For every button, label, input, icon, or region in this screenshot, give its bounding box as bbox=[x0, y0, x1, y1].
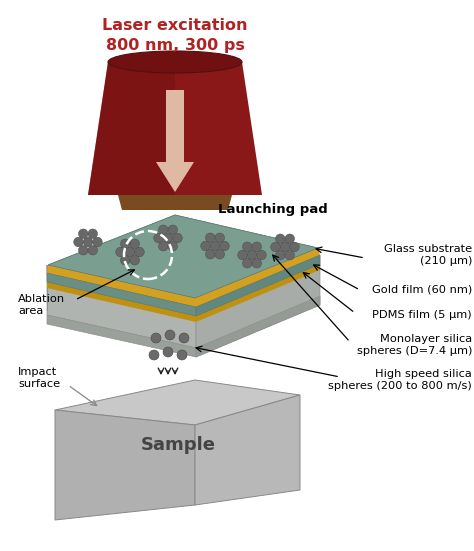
Circle shape bbox=[116, 247, 125, 257]
Polygon shape bbox=[196, 255, 320, 322]
Polygon shape bbox=[196, 255, 320, 316]
Circle shape bbox=[205, 233, 215, 242]
Circle shape bbox=[215, 233, 225, 242]
Circle shape bbox=[135, 247, 144, 257]
Polygon shape bbox=[47, 273, 196, 316]
Circle shape bbox=[242, 258, 252, 268]
Circle shape bbox=[83, 237, 93, 247]
Circle shape bbox=[275, 234, 285, 244]
Polygon shape bbox=[47, 273, 196, 322]
Circle shape bbox=[130, 239, 139, 249]
Circle shape bbox=[151, 333, 161, 343]
Circle shape bbox=[163, 347, 173, 357]
Circle shape bbox=[130, 256, 139, 265]
Polygon shape bbox=[88, 62, 262, 195]
Circle shape bbox=[201, 241, 210, 251]
Circle shape bbox=[275, 250, 285, 260]
Ellipse shape bbox=[108, 51, 242, 73]
Circle shape bbox=[88, 229, 98, 239]
Circle shape bbox=[242, 242, 252, 252]
Text: Gold film (60 nm): Gold film (60 nm) bbox=[372, 285, 472, 295]
Circle shape bbox=[158, 241, 168, 251]
Circle shape bbox=[168, 225, 178, 235]
Circle shape bbox=[168, 241, 178, 251]
Polygon shape bbox=[48, 215, 318, 298]
Circle shape bbox=[177, 350, 187, 360]
Text: High speed silica
spheres (200 to 800 m/s): High speed silica spheres (200 to 800 m/… bbox=[328, 369, 472, 391]
Circle shape bbox=[215, 250, 225, 259]
Circle shape bbox=[120, 256, 130, 265]
Polygon shape bbox=[47, 265, 196, 348]
Circle shape bbox=[280, 242, 290, 252]
Polygon shape bbox=[196, 296, 320, 357]
Text: Ablation
area: Ablation area bbox=[18, 294, 65, 316]
Circle shape bbox=[165, 330, 175, 340]
Circle shape bbox=[205, 250, 215, 259]
Circle shape bbox=[252, 258, 262, 268]
Circle shape bbox=[173, 233, 182, 243]
Text: Monolayer silica
spheres (D=7.4 μm): Monolayer silica spheres (D=7.4 μm) bbox=[356, 334, 472, 356]
Circle shape bbox=[154, 233, 164, 243]
Polygon shape bbox=[55, 410, 195, 520]
Polygon shape bbox=[118, 195, 232, 210]
Circle shape bbox=[93, 237, 102, 247]
Circle shape bbox=[237, 250, 247, 260]
Text: Sample: Sample bbox=[140, 436, 216, 454]
Text: Glass substrate
(210 μm): Glass substrate (210 μm) bbox=[384, 244, 472, 266]
Text: 800 nm, 300 ps: 800 nm, 300 ps bbox=[106, 38, 245, 53]
Circle shape bbox=[257, 250, 266, 260]
Polygon shape bbox=[55, 380, 300, 425]
Circle shape bbox=[88, 245, 98, 255]
Polygon shape bbox=[156, 90, 194, 192]
Text: Impact
surface: Impact surface bbox=[18, 367, 60, 389]
Circle shape bbox=[120, 239, 130, 249]
Circle shape bbox=[158, 225, 168, 235]
Circle shape bbox=[163, 233, 173, 243]
Circle shape bbox=[271, 242, 280, 252]
Circle shape bbox=[73, 237, 83, 247]
Polygon shape bbox=[196, 255, 320, 357]
Circle shape bbox=[210, 241, 220, 251]
Circle shape bbox=[290, 242, 299, 252]
Circle shape bbox=[179, 333, 189, 343]
Circle shape bbox=[247, 250, 257, 260]
Polygon shape bbox=[47, 248, 320, 307]
Polygon shape bbox=[88, 62, 175, 195]
Text: PDMS film (5 μm): PDMS film (5 μm) bbox=[373, 310, 472, 320]
Circle shape bbox=[125, 247, 135, 257]
Polygon shape bbox=[195, 395, 300, 505]
Circle shape bbox=[79, 245, 88, 255]
Circle shape bbox=[149, 350, 159, 360]
Polygon shape bbox=[47, 315, 196, 357]
Circle shape bbox=[285, 250, 294, 260]
Polygon shape bbox=[48, 215, 318, 298]
Circle shape bbox=[252, 242, 262, 252]
Text: Launching pad: Launching pad bbox=[218, 203, 328, 215]
Circle shape bbox=[285, 234, 294, 244]
Circle shape bbox=[79, 229, 88, 239]
Text: Laser excitation: Laser excitation bbox=[102, 18, 248, 33]
Circle shape bbox=[220, 241, 229, 251]
